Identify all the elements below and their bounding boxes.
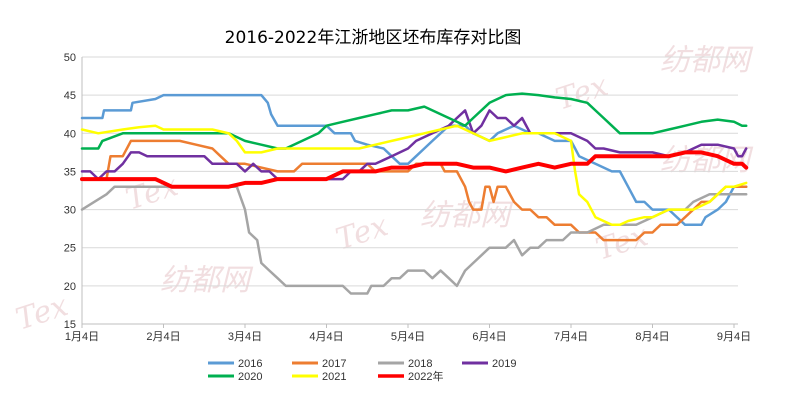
series-line-2021 [80,124,748,227]
x-axis: 1月4日 2月4日 3月4日 4月4日 5月4日 6月4日 7月4日 8月4日 9月4日 [65,323,751,343]
watermark-text: 纺都网 [160,263,254,298]
legend-label: 2022年 [408,369,443,383]
y-tick-label: 15 [64,319,76,331]
watermark-group: Tex 纺都网 纺都网 Tex 纺都网 Tex 纺都网 Tex Tex [12,43,754,338]
x-tick-label: 7月4日 [554,331,588,343]
legend-label: 2018 [408,358,432,370]
y-tick-label: 50 [64,52,76,64]
y-tick-label: 45 [64,90,76,102]
legend-label: 2016 [238,358,262,370]
chart-title: 2016-2022年江浙地区坯布库存对比图 [225,28,522,48]
x-tick-label: 3月4日 [228,331,262,343]
watermark-text: 纺都网 [660,43,754,78]
y-tick-label: 20 [64,281,76,293]
legend-label: 2020 [238,371,262,383]
y-tick-label: 30 [64,205,76,217]
watermark-text: 纺都网 [420,198,514,233]
x-tick-label: 6月4日 [472,331,506,343]
legend: 2016 2017 2018 2019 2020 2021 2022年 [208,358,516,383]
x-tick-label: 1月4日 [65,331,99,343]
series-line-2020 [80,92,748,150]
legend-label: 2019 [492,358,516,370]
y-tick-label: 35 [64,166,76,178]
series-line-2022年 [80,150,749,189]
legend-label: 2017 [322,358,346,370]
x-tick-label: 4月4日 [309,331,343,343]
y-tick-label: 40 [64,128,76,140]
x-tick-label: 8月4日 [635,331,669,343]
x-tick-label: 2月4日 [146,331,180,343]
x-tick-label: 5月4日 [391,331,425,343]
series-group [80,92,749,295]
legend-label: 2021 [322,371,346,383]
y-tick-label: 25 [64,243,76,255]
series-line-2019 [80,109,748,181]
watermark-text: 纺都网 [660,143,754,178]
y-axis: 15 20 25 30 35 40 45 50 [64,52,83,331]
x-tick-label: 9月4日 [717,331,751,343]
